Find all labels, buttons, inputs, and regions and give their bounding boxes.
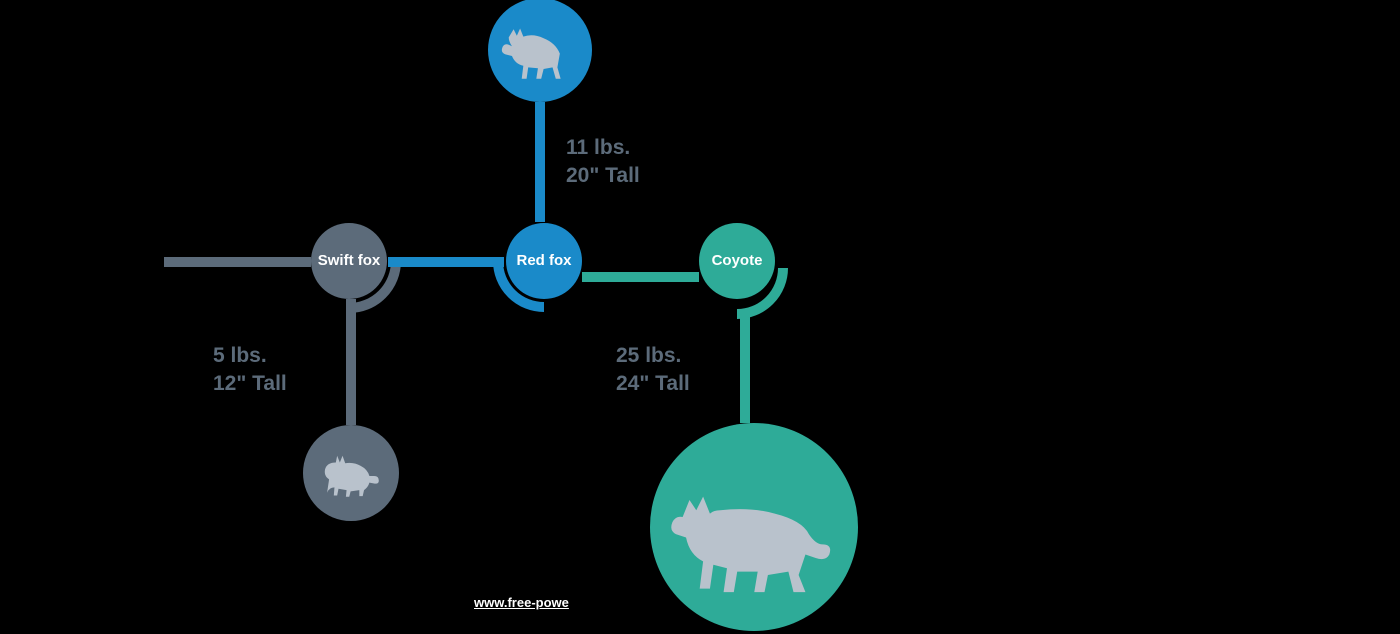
swift-fox-stats: 5 lbs. 12" Tall bbox=[213, 342, 287, 399]
red-fox-label-circle: Red fox bbox=[506, 223, 582, 299]
coyote-name: Coyote bbox=[712, 252, 763, 269]
coyote-icon bbox=[669, 442, 840, 613]
red-fox-name: Red fox bbox=[516, 252, 571, 269]
coyote-height: 24" Tall bbox=[616, 370, 690, 398]
red-fox-stats: 11 lbs. 20" Tall bbox=[566, 134, 640, 191]
coyote-weight: 25 lbs. bbox=[616, 342, 690, 370]
swift-fox-name: Swift fox bbox=[318, 252, 381, 269]
red-fox-icon bbox=[499, 9, 580, 90]
red-fox-animal-circle bbox=[488, 0, 592, 102]
footer-link[interactable]: www.free-powe bbox=[474, 595, 569, 610]
swift-fox-height: 12" Tall bbox=[213, 370, 287, 398]
coyote-stats: 25 lbs. 24" Tall bbox=[616, 342, 690, 399]
swift-fox-icon bbox=[317, 439, 384, 506]
coyote-animal-circle bbox=[650, 423, 858, 631]
red-fox-height: 20" Tall bbox=[566, 162, 640, 190]
swift-fox-weight: 5 lbs. bbox=[213, 342, 287, 370]
diagram-stage: Swift fox 5 lbs. 12" Tall Red fox 11 lbs… bbox=[0, 0, 1400, 634]
swift-fox-label-circle: Swift fox bbox=[311, 223, 387, 299]
red-fox-weight: 11 lbs. bbox=[566, 134, 640, 162]
coyote-label-circle: Coyote bbox=[699, 223, 775, 299]
swift-fox-animal-circle bbox=[303, 425, 399, 521]
